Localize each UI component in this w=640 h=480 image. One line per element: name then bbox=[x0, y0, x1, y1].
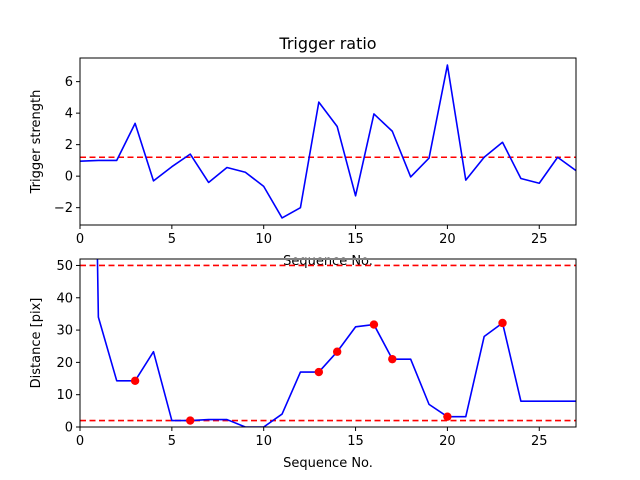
x-tick-label: 20 bbox=[439, 434, 456, 449]
axes-frame bbox=[79, 258, 577, 428]
x-tick-label: 25 bbox=[531, 434, 548, 449]
x-tick-label: 15 bbox=[347, 232, 364, 247]
data-point-marker bbox=[332, 347, 342, 356]
x-axis-label: Sequence No. bbox=[283, 254, 373, 269]
data-point-marker bbox=[186, 416, 195, 425]
x-tick-label: 15 bbox=[347, 434, 364, 449]
y-tick-label: 4 bbox=[65, 107, 73, 122]
y-tick-label: 40 bbox=[56, 291, 73, 306]
y-tick-label: 6 bbox=[65, 75, 73, 90]
x-tick-label: 5 bbox=[168, 434, 176, 449]
plot-area bbox=[80, 259, 576, 427]
axes-frame bbox=[79, 57, 577, 226]
y-tick-label: 0 bbox=[65, 170, 73, 185]
y-axis-label: Distance [pix] bbox=[29, 298, 44, 389]
series-line-0 bbox=[80, 64, 576, 219]
y-tick-label: 10 bbox=[56, 388, 73, 403]
series-line-0 bbox=[96, 259, 576, 427]
y-tick-label: 50 bbox=[56, 259, 73, 274]
y-tick-label: 20 bbox=[56, 356, 73, 371]
x-tick-label: 0 bbox=[76, 232, 84, 247]
data-point-marker bbox=[369, 320, 379, 329]
chart-title: Trigger ratio bbox=[278, 34, 376, 53]
x-tick-label: 5 bbox=[168, 232, 176, 247]
data-point-marker bbox=[443, 412, 452, 421]
data-point-marker bbox=[130, 376, 140, 385]
x-axis-label: Sequence No. bbox=[283, 456, 373, 471]
data-point-marker bbox=[388, 354, 397, 364]
distance-chart: 0 5 10 15 20 25 0 10 20 30 40 50 Sequence No. Distanc… bbox=[29, 258, 577, 471]
y-tick-label: 0 bbox=[65, 421, 73, 436]
plot-area bbox=[80, 64, 576, 219]
y-axis-label: Trigger strength bbox=[29, 90, 44, 195]
y-tick-label: −2 bbox=[54, 201, 73, 216]
x-tick-label: 25 bbox=[531, 232, 548, 247]
x-tick-label: 10 bbox=[255, 232, 272, 247]
y-tick-label: 2 bbox=[65, 138, 73, 153]
data-point-marker bbox=[314, 367, 324, 377]
x-tick-label: 0 bbox=[76, 434, 84, 449]
data-point-marker bbox=[498, 318, 507, 328]
x-tick-label: 20 bbox=[439, 232, 456, 247]
x-tick-label: 10 bbox=[255, 434, 272, 449]
y-tick-label: 30 bbox=[56, 324, 73, 339]
